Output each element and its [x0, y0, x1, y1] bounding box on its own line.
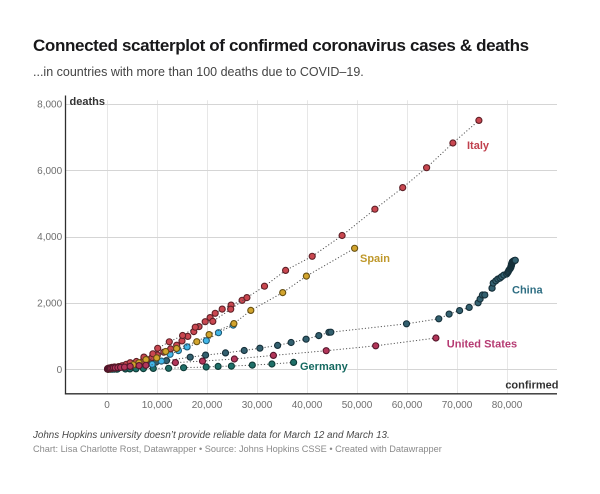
svg-text:0: 0	[57, 365, 63, 376]
svg-text:50,000: 50,000	[342, 400, 373, 411]
svg-text:70,000: 70,000	[442, 400, 473, 411]
svg-text:confirmed: confirmed	[505, 380, 558, 392]
svg-text:8,000: 8,000	[37, 100, 62, 111]
svg-text:60,000: 60,000	[392, 400, 423, 411]
svg-text:Spain: Spain	[360, 253, 390, 265]
svg-text:6,000: 6,000	[37, 166, 62, 177]
svg-text:Italy: Italy	[467, 140, 490, 152]
svg-text:4,000: 4,000	[37, 232, 62, 243]
svg-text:China: China	[512, 285, 543, 297]
svg-text:80,000: 80,000	[492, 400, 523, 411]
svg-text:deaths: deaths	[70, 96, 105, 108]
svg-text:10,000: 10,000	[142, 400, 173, 411]
svg-text:0: 0	[104, 400, 110, 411]
svg-text:United States: United States	[447, 339, 517, 351]
svg-text:2,000: 2,000	[37, 299, 62, 310]
svg-text:Germany: Germany	[300, 361, 349, 373]
svg-text:20,000: 20,000	[192, 400, 223, 411]
svg-text:40,000: 40,000	[292, 400, 323, 411]
svg-text:30,000: 30,000	[242, 400, 273, 411]
